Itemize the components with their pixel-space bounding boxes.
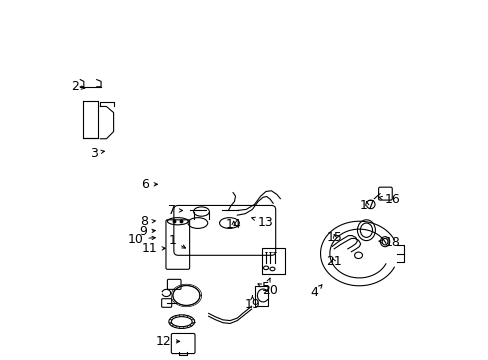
Text: 11: 11 [142,242,165,255]
Bar [261,248,285,274]
Text: 8: 8 [140,215,155,229]
Bar [254,286,267,306]
Text: 19: 19 [244,296,260,311]
Text: 14: 14 [225,218,241,231]
Text: 15: 15 [326,231,342,244]
Text: 18: 18 [378,236,400,249]
Text: 10: 10 [127,233,155,246]
Text: 20: 20 [258,284,277,297]
Text: 5: 5 [262,278,269,294]
Text: 4: 4 [310,285,321,300]
Text: 6: 6 [142,178,157,191]
Text: 12: 12 [155,335,179,348]
Text: 21: 21 [325,255,341,268]
Text: 3: 3 [89,147,104,159]
Text: 17: 17 [359,199,374,212]
Text: 16: 16 [378,193,400,206]
Text: 2: 2 [71,80,84,93]
Text: 9: 9 [139,225,155,238]
Text: 13: 13 [251,216,273,229]
Text: 7: 7 [167,204,182,217]
Text: 1: 1 [168,234,185,248]
